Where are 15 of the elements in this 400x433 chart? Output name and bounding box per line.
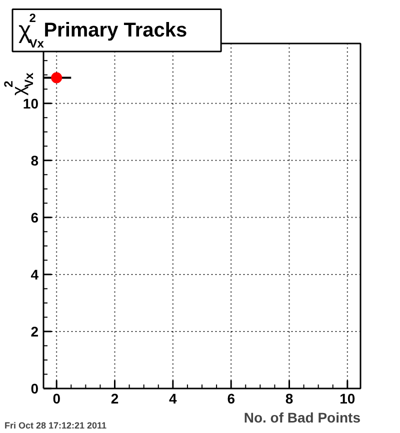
y-tick-label: 8 bbox=[30, 152, 39, 168]
y-axis-title: χ2Vx bbox=[2, 72, 36, 96]
x-tick-label: 6 bbox=[227, 390, 236, 406]
y-tick-label: 2 bbox=[30, 323, 39, 340]
y-tick-label: 4 bbox=[30, 266, 39, 282]
text: Fri Oct 28 17:12:21 2011 bbox=[4, 420, 107, 430]
x-tick-label: 4 bbox=[169, 390, 178, 406]
y-tick-label: 10 bbox=[22, 95, 39, 112]
x-tick-label: 2 bbox=[110, 390, 119, 406]
y-tick-label: 0 bbox=[30, 380, 39, 396]
y-tick-label: 6 bbox=[30, 209, 39, 226]
x-tick-label: 8 bbox=[285, 390, 294, 406]
x-tick-label: 10 bbox=[340, 390, 356, 406]
x-axis-title: No. of Bad Points bbox=[244, 410, 361, 426]
x-tick-label: 0 bbox=[52, 390, 61, 406]
